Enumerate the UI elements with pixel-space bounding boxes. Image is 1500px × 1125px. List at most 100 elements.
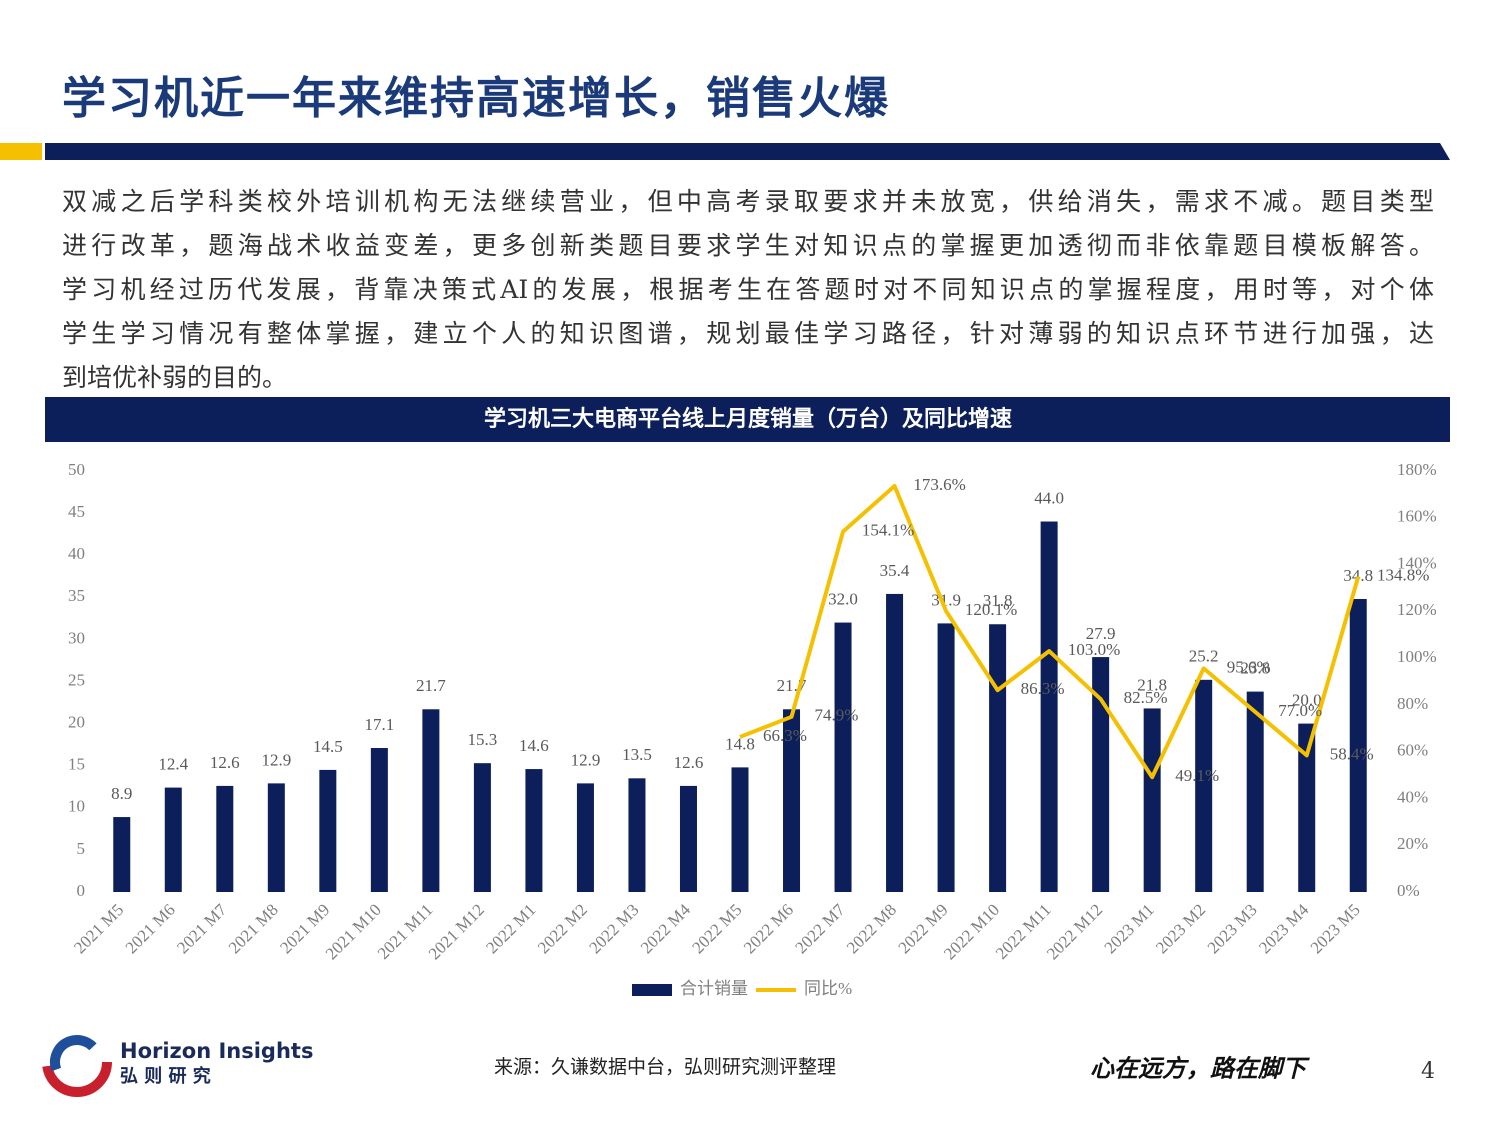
logo — [42, 1027, 112, 1097]
x-tick-label: 2023 M2 — [1152, 900, 1209, 957]
line-label: 95.6% — [1227, 657, 1271, 676]
line-label: 173.6% — [913, 475, 965, 494]
x-tick-label: 2021 M5 — [70, 900, 127, 957]
bar — [886, 593, 904, 892]
bar — [783, 709, 801, 892]
bar-label: 23.8 — [1240, 659, 1270, 678]
bar-label: 21.7 — [416, 676, 446, 695]
y-tick-label: 5 — [77, 839, 86, 858]
y2-tick-label: 120% — [1397, 600, 1437, 619]
line-label: 82.5% — [1124, 688, 1168, 707]
x-tick-label: 2022 M12 — [1043, 900, 1106, 963]
line-label: 86.3% — [1021, 679, 1065, 698]
bar — [267, 783, 285, 892]
y-tick-label: 45 — [68, 502, 85, 521]
line-label: 154.1% — [862, 520, 914, 539]
legend-label: 合计销量 — [680, 979, 748, 998]
bar-label: 25.2 — [1189, 647, 1219, 666]
bar — [937, 623, 955, 892]
y-tick-label: 15 — [68, 755, 85, 774]
y2-tick-label: 100% — [1397, 647, 1437, 666]
x-tick-label: 2022 M6 — [740, 900, 797, 957]
bar — [525, 769, 543, 892]
bar-label: 27.9 — [1086, 624, 1116, 643]
line-label: 103.0% — [1068, 640, 1120, 659]
accent — [0, 143, 42, 160]
line-label: 120.1% — [965, 600, 1017, 619]
x-tick-label: 2022 M2 — [534, 900, 591, 957]
paragraph-line: 进行改革，题海战术收益变差，更多创新类题目要求学生对知识点的掌握更加透彻而非依靠… — [62, 231, 1434, 260]
bar-label: 14.8 — [725, 734, 755, 753]
slogan: 心在远方，路在脚下 — [1090, 1054, 1310, 1083]
bar — [731, 767, 749, 892]
x-tick-label: 2023 M1 — [1101, 900, 1158, 957]
y2-tick-label: 180% — [1397, 460, 1437, 479]
line-label: 74.9% — [815, 706, 859, 725]
bar — [1349, 598, 1367, 892]
y-tick-label: 50 — [68, 460, 85, 479]
line — [739, 483, 1361, 780]
bar — [319, 769, 337, 892]
x-tick-label: 2023 M4 — [1255, 900, 1313, 958]
x-tick-label: 2022 M10 — [940, 900, 1003, 963]
paragraph-line: 学生学习情况有整体掌握，建立个人的知识图谱，规划最佳学习路径，针对薄弱的知识点环… — [62, 319, 1434, 348]
bar-label: 12.9 — [261, 750, 291, 769]
bar-label: 13.5 — [622, 745, 652, 764]
bar-label: 21.8 — [1137, 675, 1167, 694]
x-tick-label: 2022 M8 — [843, 900, 900, 957]
header-bar — [45, 143, 1450, 160]
y-tick-label: 35 — [68, 586, 85, 605]
y-tick-label: 25 — [68, 670, 85, 689]
paragraph-line: 双减之后学科类校外培训机构无法继续营业，但中高考录取要求并未放宽，供给消失，需求… — [62, 187, 1434, 216]
y-tick-label: 10 — [68, 797, 85, 816]
bar — [216, 785, 234, 892]
line-label: 66.3% — [763, 726, 807, 745]
bar — [422, 709, 440, 892]
logo-text: Horizon Insights — [120, 1039, 313, 1063]
x-tick-label: 2023 M5 — [1307, 900, 1364, 957]
page-number: 4 — [1421, 1059, 1435, 1084]
paragraph-line: 学习机经过历代发展，背靠决策式AI的发展，根据考生在答题时对不同知识点的掌握程度… — [62, 275, 1434, 304]
bar — [679, 785, 697, 892]
bar — [1246, 691, 1264, 892]
y2-tick-label: 40% — [1397, 787, 1428, 806]
bar-label: 15.3 — [468, 730, 498, 749]
y-tick-label: 0 — [77, 881, 86, 900]
paragraph: 双减之后学科类校外培训机构无法继续营业，但中高考录取要求并未放宽，供给消失，需求… — [62, 180, 1434, 400]
bar-label: 14.5 — [313, 737, 343, 756]
bar — [1092, 657, 1110, 892]
x-tick-label: 2022 M5 — [688, 900, 745, 957]
bar — [1298, 723, 1316, 892]
bar — [164, 787, 182, 892]
x-tick-label: 2023 M3 — [1204, 900, 1261, 957]
bar-label: 14.6 — [519, 736, 549, 755]
y2-tick-label: 20% — [1397, 834, 1428, 853]
x-tick-label: 2022 M4 — [637, 900, 695, 958]
bar-label: 35.4 — [880, 561, 910, 580]
bar-label: 17.1 — [364, 715, 394, 734]
logo-ring — [50, 1035, 104, 1089]
y-tick-label: 30 — [68, 628, 85, 647]
page-title: 学习机近一年来维持高速增长，销售火爆 — [62, 73, 890, 124]
paragraph-line: 到培优补弱的目的。 — [62, 363, 288, 392]
x-tick-label: 2022 M1 — [482, 900, 539, 957]
source: 来源：久谦数据中台，弘则研究测评整理 — [494, 1056, 836, 1078]
bar — [1040, 521, 1058, 892]
bar — [989, 624, 1007, 892]
chart-banner — [45, 397, 1450, 442]
line-label: 58.4% — [1330, 744, 1374, 763]
line-label: 134.8% — [1377, 566, 1429, 585]
bar-label: 44.0 — [1034, 488, 1064, 507]
bar-label: 12.9 — [571, 750, 601, 769]
logo-cn: 弘 则 研 究 — [120, 1065, 211, 1087]
legend-label: 同比% — [804, 979, 852, 998]
y2-tick-label: 140% — [1397, 553, 1437, 572]
bar — [628, 778, 646, 892]
bar — [1143, 708, 1161, 892]
bar — [1195, 679, 1213, 892]
x-tick-label: 2021 M6 — [122, 900, 179, 957]
x-tick-label: 2021 M7 — [173, 900, 231, 958]
bar — [473, 763, 491, 892]
